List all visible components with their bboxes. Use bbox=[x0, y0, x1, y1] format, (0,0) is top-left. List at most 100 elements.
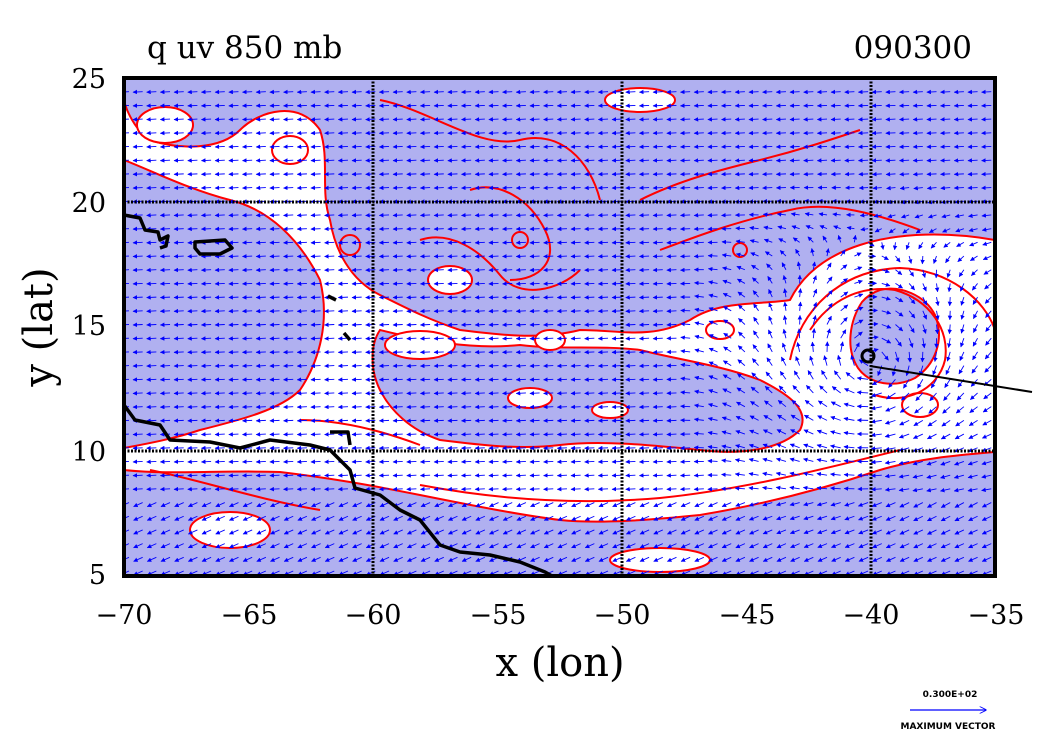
wind-vector bbox=[816, 457, 828, 463]
wind-vector bbox=[530, 515, 540, 521]
wind-vector bbox=[790, 543, 800, 549]
y-tick-label: 15 bbox=[72, 311, 106, 342]
wind-vector bbox=[927, 529, 937, 535]
wind-vector bbox=[843, 472, 855, 478]
wind-vector bbox=[406, 529, 417, 535]
wind-vector bbox=[888, 379, 896, 388]
wind-vector bbox=[584, 502, 595, 508]
wind-vector bbox=[762, 529, 773, 535]
wind-vector bbox=[694, 389, 704, 395]
wind-vector bbox=[776, 515, 787, 521]
wind-vector bbox=[420, 543, 431, 549]
wind-vector bbox=[543, 529, 554, 535]
wind-vector bbox=[790, 556, 800, 562]
wind-vector bbox=[856, 376, 869, 381]
wind-vector bbox=[775, 501, 787, 507]
wind-vector bbox=[379, 529, 390, 535]
wind-vector bbox=[981, 529, 992, 535]
wind-vector bbox=[708, 375, 718, 380]
wind-vector bbox=[174, 529, 184, 535]
wind-vector bbox=[283, 515, 294, 521]
wind-vector bbox=[557, 543, 568, 549]
wind-vector bbox=[751, 372, 759, 380]
wind-vector bbox=[833, 370, 842, 380]
wind-vector bbox=[871, 529, 882, 535]
wind-vector bbox=[680, 556, 691, 562]
wind-vector bbox=[721, 472, 732, 477]
wind-vector bbox=[502, 543, 513, 549]
wind-vector bbox=[898, 447, 910, 452]
wind-vector bbox=[680, 404, 691, 409]
wind-vector bbox=[830, 444, 841, 449]
wind-vector bbox=[721, 458, 732, 463]
moist-region-west bbox=[124, 158, 325, 450]
wind-vector bbox=[789, 515, 800, 521]
wind-vector bbox=[311, 502, 321, 508]
wind-vector bbox=[927, 433, 937, 440]
wind-vector bbox=[884, 433, 896, 438]
wind-vector bbox=[146, 515, 157, 521]
wind-vector bbox=[707, 416, 718, 422]
wind-vector bbox=[777, 400, 787, 408]
wind-vector bbox=[680, 543, 691, 549]
wind-vector bbox=[693, 417, 704, 422]
wind-vector bbox=[954, 543, 965, 549]
wind-vector bbox=[830, 472, 841, 477]
wind-vector bbox=[831, 556, 841, 562]
wind-vector bbox=[256, 502, 267, 508]
wind-vector bbox=[940, 529, 951, 535]
wind-vector bbox=[870, 459, 882, 465]
wind-vector bbox=[516, 543, 527, 549]
wind-vector bbox=[789, 485, 800, 491]
wind-vector bbox=[543, 502, 554, 508]
wind-vector bbox=[735, 556, 746, 562]
wind-vector bbox=[870, 405, 882, 411]
wind-vector bbox=[667, 543, 677, 549]
wind-vector bbox=[379, 556, 390, 562]
wind-vector bbox=[955, 420, 965, 427]
wind-vector bbox=[201, 556, 212, 562]
wind-vector bbox=[694, 502, 705, 508]
wind-vector bbox=[792, 385, 800, 394]
wind-vector bbox=[968, 419, 978, 426]
wind-vector bbox=[809, 355, 814, 366]
wind-vector bbox=[708, 543, 718, 549]
wind-vector bbox=[981, 447, 992, 452]
wind-vector bbox=[844, 502, 855, 507]
wind-vector bbox=[803, 543, 814, 548]
y-tick-labels: 25 20 15 10 5 bbox=[72, 64, 106, 591]
wind-vector bbox=[885, 543, 896, 549]
wind-vector bbox=[694, 375, 704, 381]
wind-vector bbox=[722, 360, 732, 366]
wind-vector bbox=[917, 379, 924, 389]
wind-vector bbox=[899, 171, 910, 177]
wind-vector bbox=[461, 543, 472, 549]
wind-vector bbox=[721, 556, 732, 562]
wind-vector bbox=[461, 529, 472, 535]
wind-vector bbox=[201, 529, 212, 535]
wind-vector bbox=[858, 515, 869, 521]
wind-vector bbox=[941, 420, 951, 427]
wind-vector bbox=[926, 447, 937, 453]
wind-vector bbox=[215, 529, 225, 535]
vector-legend-label: MAXIMUM VECTOR bbox=[900, 722, 995, 732]
wind-vector bbox=[968, 529, 978, 535]
wind-vector bbox=[927, 543, 937, 549]
wind-vector bbox=[940, 447, 951, 453]
wind-vector bbox=[721, 529, 732, 535]
wind-vector bbox=[735, 430, 746, 435]
wind-vector bbox=[749, 543, 759, 549]
wind-vector bbox=[954, 529, 965, 535]
wind-vector bbox=[940, 433, 951, 440]
wind-vector bbox=[778, 385, 787, 394]
wind-vector bbox=[954, 433, 965, 440]
wind-vector bbox=[748, 502, 759, 507]
wind-vector bbox=[831, 386, 841, 394]
vector-legend-value: 0.300E+02 bbox=[923, 690, 978, 700]
wind-vector bbox=[502, 502, 513, 508]
wind-vector bbox=[721, 543, 732, 549]
wind-vector bbox=[133, 543, 143, 549]
wind-vector bbox=[803, 429, 814, 435]
wind-vector bbox=[693, 431, 704, 436]
